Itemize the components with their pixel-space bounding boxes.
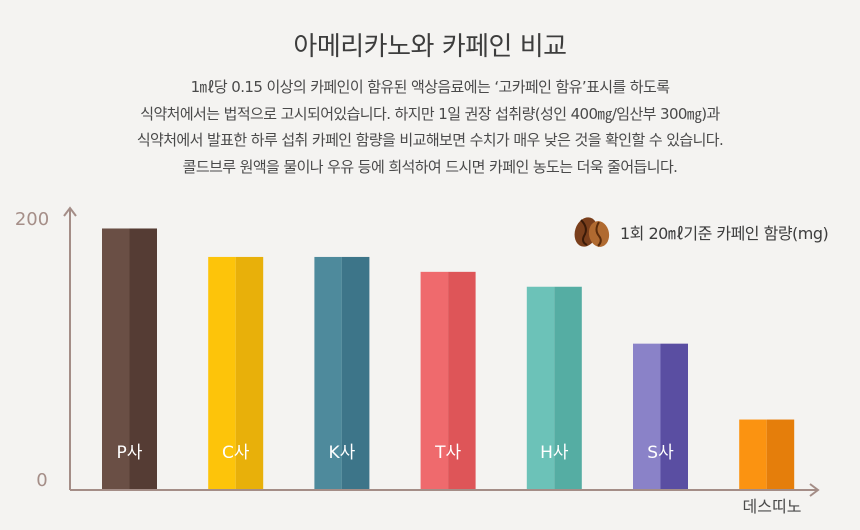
legend: 1회 20㎖기준 카페인 함량(mg) [572, 214, 829, 250]
x-axis-arrow [809, 483, 820, 497]
bar-dark-half [554, 286, 582, 490]
description-line: 1㎖당 0.15 이상의 카페인이 함유된 액상음료에는 ‘고카페인 함유’표시… [190, 78, 670, 96]
bar-category-label: C사 [222, 443, 250, 463]
chart-description: 1㎖당 0.15 이상의 카페인이 함유된 액상음료에는 ‘고카페인 함유’표시… [0, 74, 860, 180]
y-tick-label: 200 [15, 209, 49, 230]
bar-dark-half [235, 256, 264, 490]
y-tick-label: 0 [36, 470, 47, 491]
description-line: 식약처에서는 법적으로 고시되어있습니다. 하지만 1일 권장 섭취량(성인 4… [140, 104, 720, 123]
bar-light-half [526, 286, 555, 490]
bar-light-half [739, 419, 767, 490]
bar-dark-half [766, 419, 795, 490]
bar-dark-half [448, 271, 476, 490]
description-line: 콜드브루 원액을 물이나 우유 등에 희석하여 드시면 카페인 농도는 더욱 줄… [182, 157, 678, 176]
bar-category-label: H사 [540, 443, 569, 463]
bar-light-half [633, 343, 661, 490]
bar-light-half [420, 271, 449, 490]
bar-category-label: P사 [117, 443, 143, 463]
y-axis-arrow [63, 206, 77, 217]
legend-label: 1회 20㎖기준 카페인 함량(mg) [620, 224, 829, 243]
bar-dark-half [660, 343, 688, 490]
chart-title: 아메리카노와 카페인 비교 [293, 32, 567, 62]
bar-light-half [208, 256, 236, 490]
x-axis-end-label: 데스띠노 [743, 497, 802, 516]
bar-category-label: T사 [434, 443, 461, 463]
bar-dark-half [129, 228, 157, 491]
description-line: 식약처에서 발표한 하루 섭취 카페인 함량을 비교해보면 수치가 매우 낮은 … [136, 131, 724, 149]
bar-light-half [102, 228, 130, 491]
bar-category-label: K사 [329, 443, 356, 463]
bar-dark-half [341, 256, 370, 490]
coffee-beans-icon [574, 217, 610, 247]
bar-category-label: S사 [647, 443, 674, 463]
bar-light-half [314, 256, 342, 490]
